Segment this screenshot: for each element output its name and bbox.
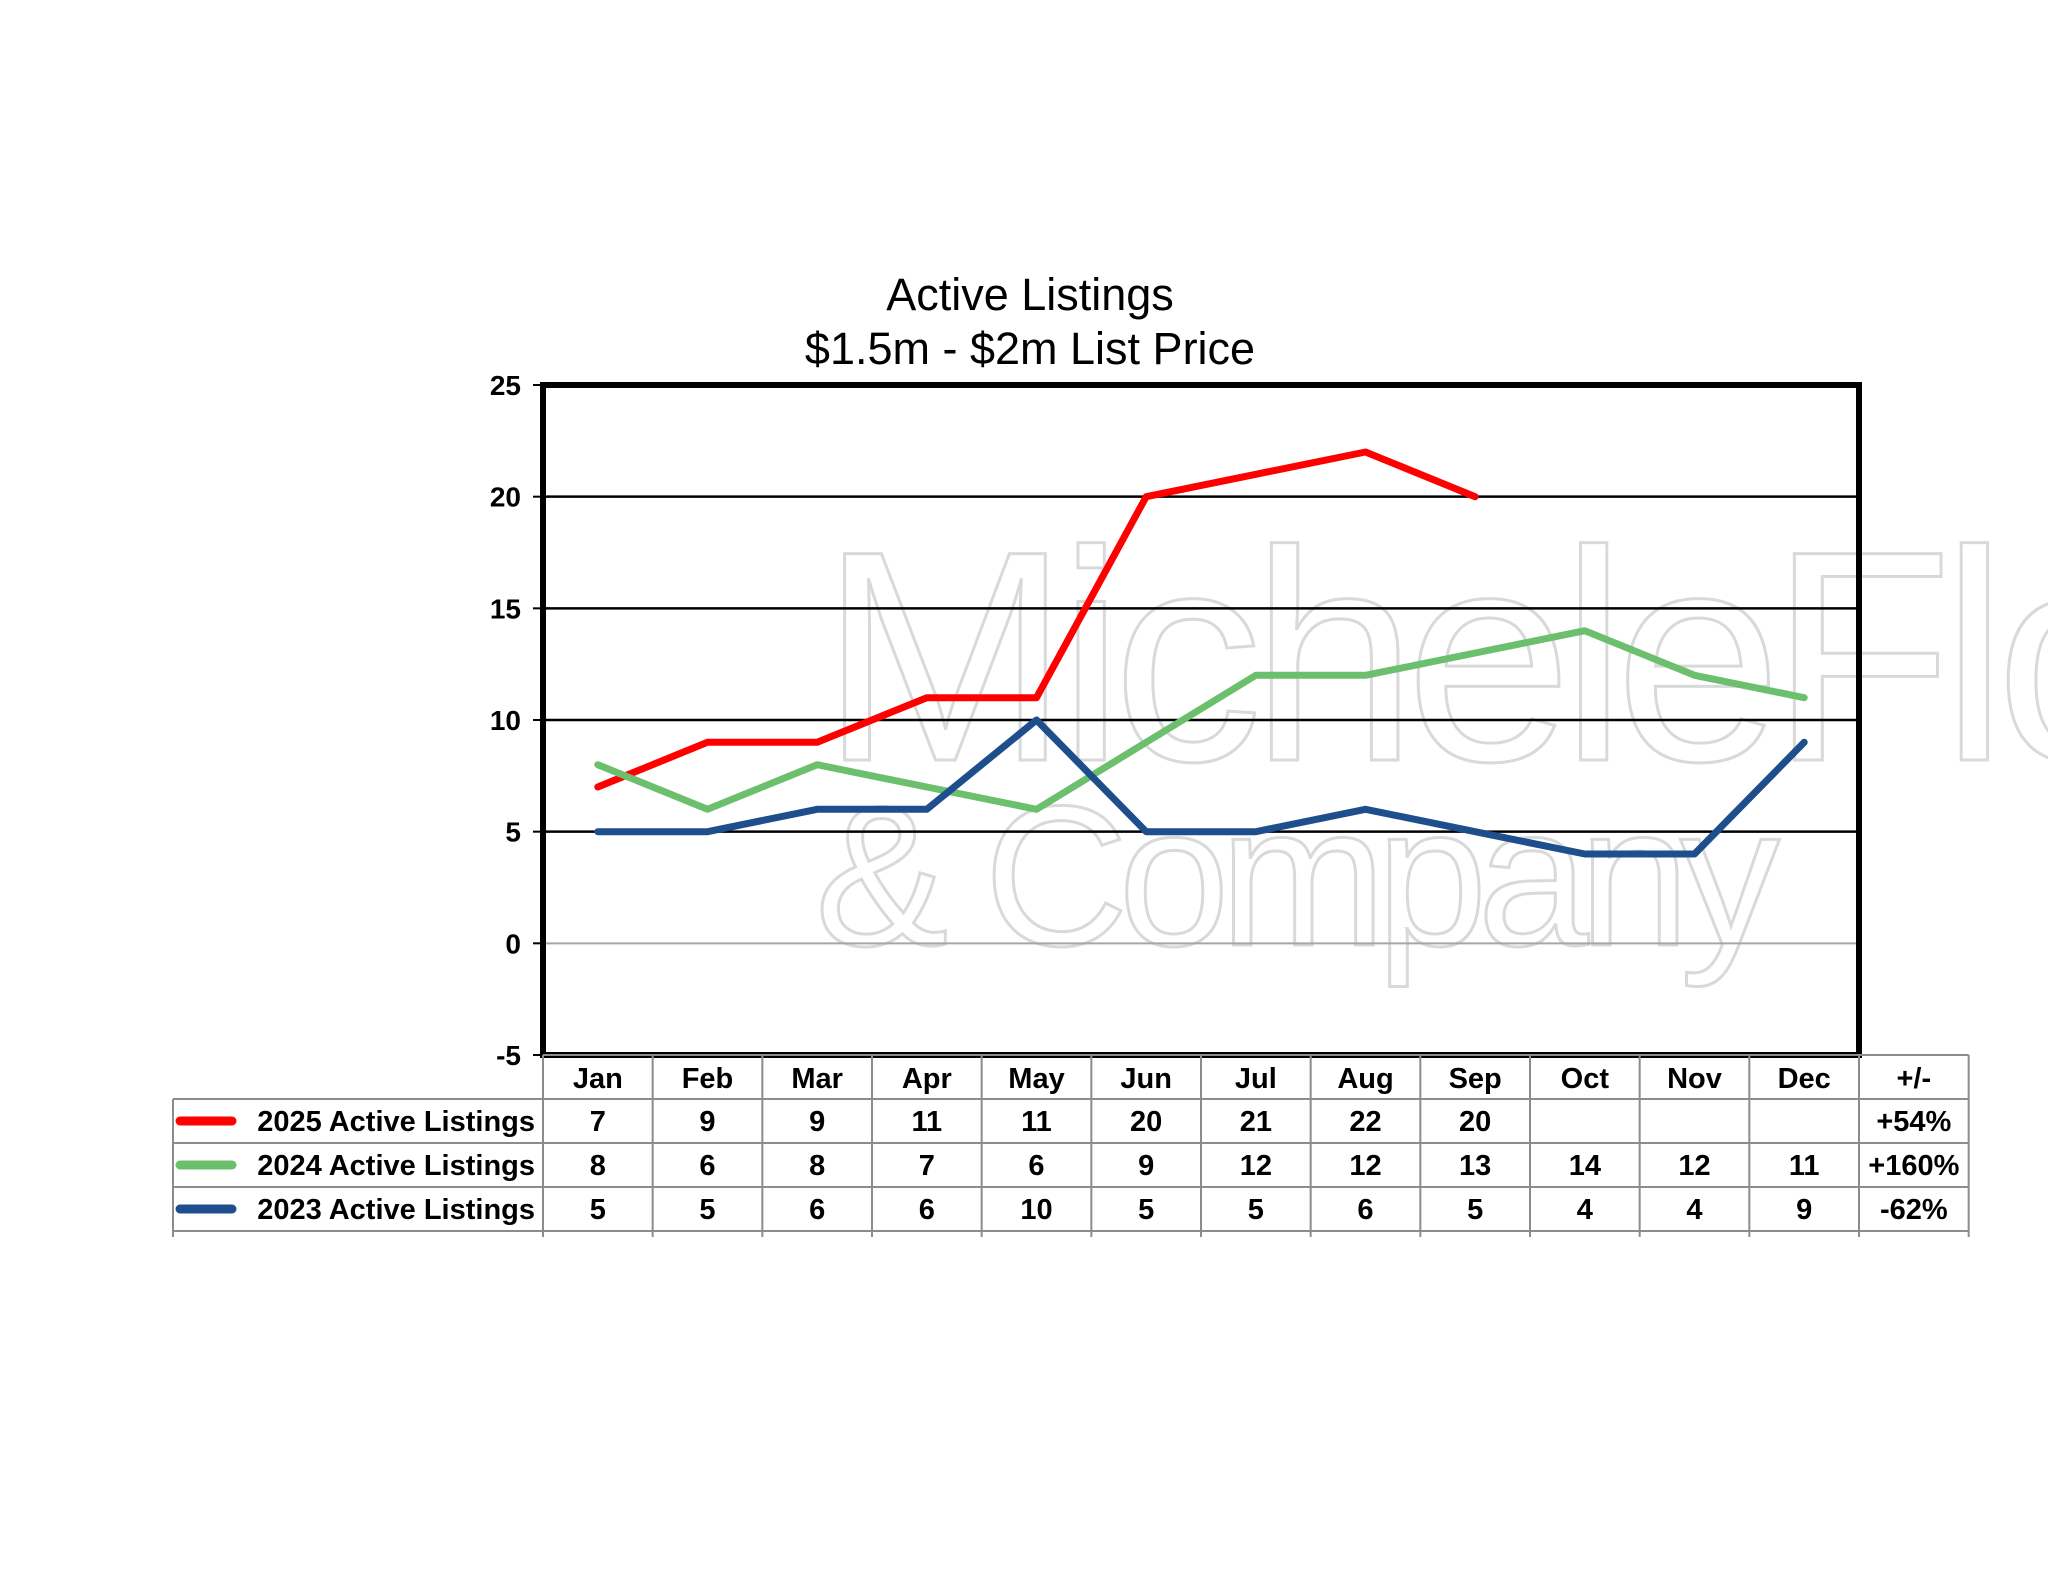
data-label: 4 [1686,1194,1702,1226]
data-label: 6 [1028,1150,1044,1182]
chart-subtitle: $1.5m - $2m List Price [805,323,1255,374]
data-label: 12 [1678,1150,1710,1182]
x-tick-label: Apr [902,1063,952,1095]
x-tick-label: Jun [1120,1063,1172,1095]
data-label: 4 [1577,1194,1593,1226]
data-label: 22 [1349,1106,1381,1138]
legend-label: 2025 Active Listings [257,1106,535,1138]
change-header: +/- [1897,1063,1932,1095]
change-value: +54% [1876,1106,1951,1138]
data-label: 6 [699,1150,715,1182]
chart-title: Active Listings [886,269,1174,320]
data-label: 20 [1130,1106,1162,1138]
data-label: 5 [1248,1194,1264,1226]
y-tick-label: 20 [490,482,521,513]
x-tick-label: Jan [573,1063,623,1095]
data-label: 5 [699,1194,715,1226]
series-line [594,627,1808,813]
data-label: 11 [1021,1106,1052,1138]
x-tick-label: Feb [682,1063,734,1095]
x-tick-label: Sep [1449,1063,1502,1095]
x-tick-label: May [1008,1063,1064,1095]
change-value: -62% [1880,1194,1948,1226]
data-label: 5 [1467,1194,1483,1226]
data-label: 8 [809,1150,825,1182]
data-label: 13 [1459,1150,1491,1182]
data-label: 21 [1240,1106,1272,1138]
series-line [594,716,1808,858]
legend-label: 2023 Active Listings [257,1194,535,1226]
y-tick-label: -5 [496,1040,521,1071]
data-label: 5 [1138,1194,1154,1226]
data-label: 10 [1020,1194,1052,1226]
data-label: 6 [919,1194,935,1226]
data-label: 14 [1569,1150,1601,1182]
legend-label: 2024 Active Listings [257,1150,535,1182]
company-watermark: MicheleFlory & Company [814,487,2048,990]
y-tick-label: 10 [490,705,521,736]
data-label: 11 [911,1106,942,1138]
data-table: Jan Feb Mar Apr May Jun Jul Aug Sep Oct Nov Dec +/- 2… [172,1054,1970,1237]
y-axis-ticks: -5 0 5 10 15 20 25 [490,370,543,1071]
data-label: 7 [590,1106,606,1138]
y-tick-label: 25 [490,370,521,401]
x-tick-label: Nov [1667,1063,1722,1095]
series-line [594,448,1479,791]
data-label: 9 [699,1106,715,1138]
data-label: 12 [1349,1150,1381,1182]
data-label: 9 [1138,1150,1154,1182]
data-label: 5 [590,1194,606,1226]
x-tick-label: Jul [1235,1063,1277,1095]
y-tick-label: 0 [505,928,521,959]
data-label: 12 [1240,1150,1272,1182]
x-tick-label: Mar [791,1063,843,1095]
data-label: 11 [1789,1150,1820,1182]
data-label: 6 [809,1194,825,1226]
change-value: +160% [1868,1150,1959,1182]
x-tick-label: Aug [1337,1063,1393,1095]
watermark-line-1: MicheleFlory [820,488,2048,826]
data-label: 9 [1796,1194,1812,1226]
y-tick-label: 15 [490,593,521,624]
y-tick-label: 5 [505,817,521,848]
watermark-line-2: & Company [815,765,1780,988]
data-label: 7 [919,1150,935,1182]
data-label: 9 [809,1106,825,1138]
data-label: 6 [1357,1194,1373,1226]
x-tick-label: Dec [1778,1063,1831,1095]
x-tick-label: Oct [1561,1063,1610,1095]
series-lines [594,448,1808,858]
data-label: 8 [590,1150,606,1182]
data-label: 20 [1459,1106,1491,1138]
